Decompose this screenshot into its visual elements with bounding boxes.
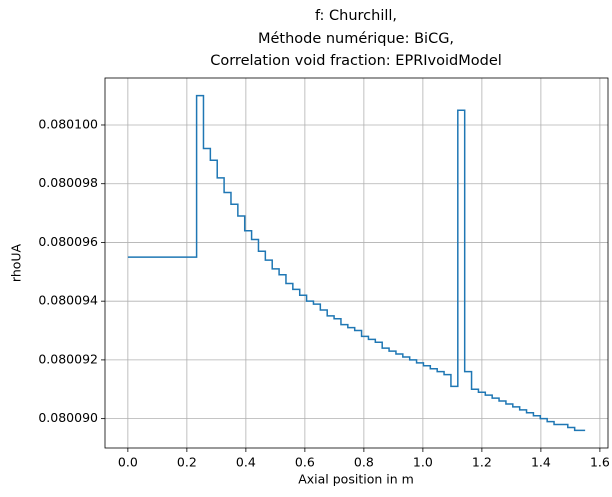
y-axis-label: rhoUA xyxy=(9,243,24,282)
chart-title: Correlation void fraction: EPRIvoidModel xyxy=(210,53,502,69)
y-tick-label: 0.080090 xyxy=(38,410,98,425)
x-tick-label: 0.2 xyxy=(177,455,197,470)
x-tick-label: 1.0 xyxy=(413,455,433,470)
y-tick-label: 0.080098 xyxy=(38,175,98,190)
x-tick-label: 0.6 xyxy=(295,455,315,470)
x-tick-label: 1.4 xyxy=(531,455,551,470)
x-tick-label: 1.6 xyxy=(590,455,610,470)
x-tick-label: 1.2 xyxy=(472,455,492,470)
x-tick-label: 0.0 xyxy=(118,455,138,470)
x-axis-label: Axial position in m xyxy=(298,472,414,487)
chart-title: Méthode numérique: BiCG, xyxy=(258,31,454,47)
y-tick-label: 0.080100 xyxy=(38,116,98,131)
data-line xyxy=(127,94,586,432)
y-tick-label: 0.080096 xyxy=(38,234,98,249)
chart-title: f: Churchill, xyxy=(315,8,397,24)
y-tick-label: 0.080094 xyxy=(38,293,98,308)
plot-frame xyxy=(104,77,609,449)
x-tick-label: 0.4 xyxy=(236,455,256,470)
y-tick-label: 0.080092 xyxy=(38,351,98,366)
x-tick-label: 0.8 xyxy=(354,455,374,470)
